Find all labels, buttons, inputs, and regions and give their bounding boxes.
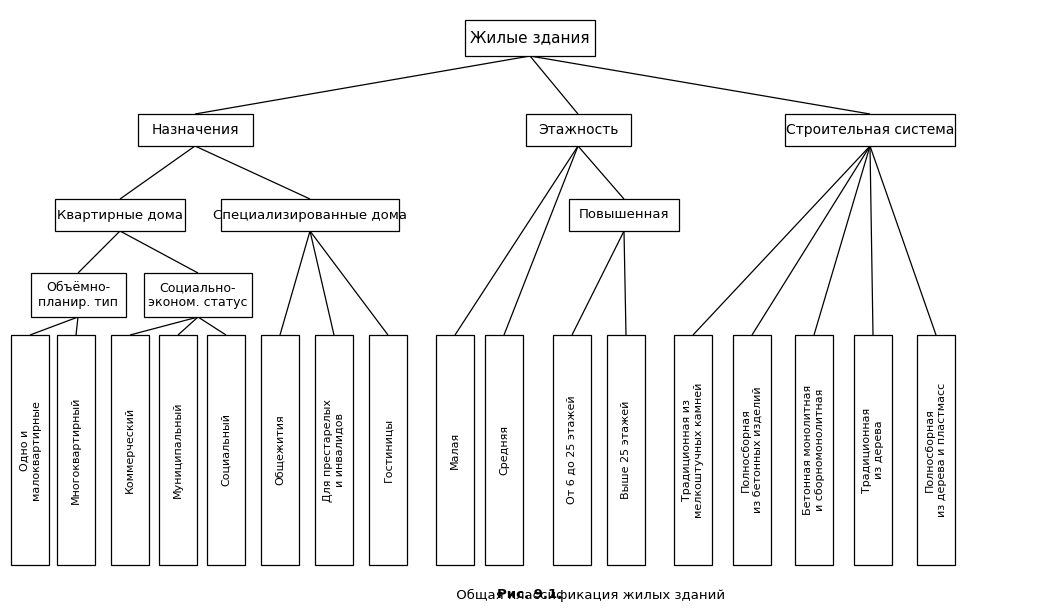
FancyBboxPatch shape (485, 335, 523, 565)
Text: Традиционная
из дерева: Традиционная из дерева (862, 407, 884, 493)
Text: Муниципальный: Муниципальный (173, 402, 183, 498)
FancyBboxPatch shape (734, 335, 771, 565)
Text: Общежития: Общежития (275, 415, 285, 485)
Text: Выше 25 этажей: Выше 25 этажей (621, 401, 631, 499)
FancyBboxPatch shape (55, 199, 186, 231)
Text: Традиционная из
мелкоштучных камней: Традиционная из мелкоштучных камней (683, 383, 704, 518)
Text: Строительная система: Строительная система (785, 123, 954, 137)
Text: Одно и
малоквартирные: Одно и малоквартирные (19, 400, 40, 500)
Text: Общая классификация жилых зданий: Общая классификация жилых зданий (452, 589, 725, 601)
FancyBboxPatch shape (526, 114, 631, 146)
Text: Гостиницы: Гостиницы (383, 418, 393, 482)
FancyBboxPatch shape (261, 335, 299, 565)
FancyBboxPatch shape (917, 335, 955, 565)
Text: Полносборная
из бетонных изделий: Полносборная из бетонных изделий (741, 387, 763, 514)
FancyBboxPatch shape (674, 335, 712, 565)
FancyBboxPatch shape (553, 335, 591, 565)
Text: Квартирные дома: Квартирные дома (57, 208, 183, 221)
Text: Рис. 9.1.: Рис. 9.1. (497, 589, 563, 601)
FancyBboxPatch shape (607, 335, 644, 565)
FancyBboxPatch shape (785, 114, 955, 146)
Text: Специализированные дома: Специализированные дома (213, 208, 407, 221)
Text: Объёмно-
планир. тип: Объёмно- планир. тип (38, 281, 118, 309)
Text: Жилые здания: Жилые здания (471, 31, 589, 46)
Text: Малая: Малая (450, 431, 460, 469)
Text: От 6 до 25 этажей: От 6 до 25 этажей (567, 395, 577, 504)
Text: Средняя: Средняя (499, 425, 509, 475)
Text: Бетонная монолитная
и сборномонолитная: Бетонная монолитная и сборномонолитная (803, 385, 825, 515)
FancyBboxPatch shape (144, 273, 252, 317)
Text: Назначения: Назначения (152, 123, 238, 137)
FancyBboxPatch shape (159, 335, 197, 565)
FancyBboxPatch shape (795, 335, 833, 565)
Text: Социально-
эконом. статус: Социально- эконом. статус (148, 281, 248, 309)
FancyBboxPatch shape (31, 273, 125, 317)
Text: Повышенная: Повышенная (579, 208, 669, 221)
FancyBboxPatch shape (220, 199, 399, 231)
Text: Многоквартирный: Многоквартирный (71, 396, 81, 504)
FancyBboxPatch shape (315, 335, 353, 565)
FancyBboxPatch shape (465, 20, 595, 56)
FancyBboxPatch shape (138, 114, 252, 146)
FancyBboxPatch shape (11, 335, 49, 565)
FancyBboxPatch shape (854, 335, 893, 565)
FancyBboxPatch shape (369, 335, 407, 565)
FancyBboxPatch shape (436, 335, 474, 565)
FancyBboxPatch shape (569, 199, 679, 231)
Text: Для престарелых
и инвалидов: Для престарелых и инвалидов (323, 399, 344, 501)
Text: Этажность: Этажность (537, 123, 618, 137)
FancyBboxPatch shape (57, 335, 95, 565)
Text: Полносборная
из дерева и пластмасс: Полносборная из дерева и пластмасс (925, 383, 947, 517)
FancyBboxPatch shape (207, 335, 245, 565)
FancyBboxPatch shape (111, 335, 149, 565)
Text: Коммерческий: Коммерческий (125, 407, 135, 493)
Text: Социальный: Социальный (220, 413, 231, 486)
